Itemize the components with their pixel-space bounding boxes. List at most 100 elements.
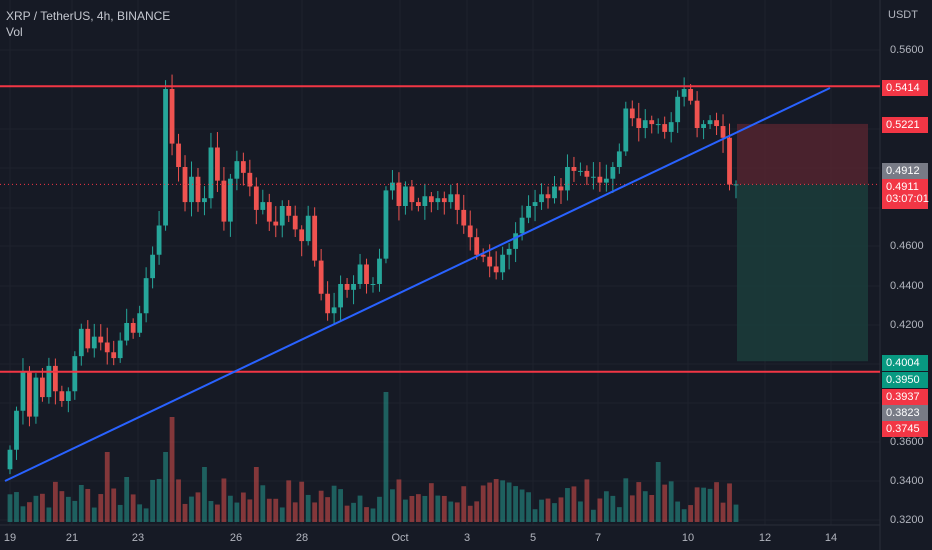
candle-body [597,176,603,183]
volume-bar [85,488,91,522]
candle-body [513,233,519,249]
candle-body [59,391,65,401]
candle-body [344,284,350,290]
volume-bar [415,494,421,522]
price-label-value: 0.5414 [886,82,920,94]
candle-body [189,176,194,203]
volume-bar [435,495,441,522]
candle-body [480,254,486,257]
candle-body [422,196,428,206]
price-label: 0.3950 [882,372,928,388]
candle-body [467,225,473,238]
candle-body [91,336,97,349]
volume-bar [493,479,499,522]
volume-bar [137,504,143,522]
volume-bar [266,498,272,522]
price-label: 0.5414 [882,80,928,96]
volume-bar [403,499,408,522]
x-axis-tick: 12 [758,532,772,544]
volume-bar [532,509,538,522]
candle-body [435,198,441,203]
volume-bar [603,491,609,522]
candle-body [266,202,272,222]
candle-body [539,194,544,203]
price-label: 0.3823 [882,405,928,421]
price-label-value: 0.3745 [886,423,920,435]
volume-bar [357,495,363,522]
candle-body [616,151,622,167]
candle-body [111,352,117,359]
volume-bar [78,484,84,522]
volume-bar [318,490,324,522]
volume-bar [584,479,590,522]
candle-body [701,124,706,128]
volume-bar [65,496,71,522]
stop-loss-zone [737,123,868,185]
volume-bar [33,495,39,522]
volume-bar [351,502,356,522]
candle-body [584,170,590,177]
volume-bar [545,498,551,522]
candle-body [338,284,343,308]
candle-body [318,260,324,294]
price-label: 0.4911 03:07:01 [882,179,929,209]
volume-bar [215,504,220,522]
candle-body [552,186,557,199]
volume-bar [383,392,389,522]
x-axis-tick: Oct [391,532,409,544]
volume-bar [273,498,279,522]
candle-body [117,340,123,359]
volume-bar [98,494,104,522]
volume-bar [227,495,233,522]
price-label: 0.3745 [882,421,928,437]
x-axis-tick: 26 [229,532,243,544]
candle-body [273,221,279,226]
volume-bar [150,479,156,522]
candle-body [636,118,642,128]
candle-body [7,449,13,470]
symbol-title[interactable]: XRP / TetherUS, 4h, BINANCE [6,9,171,23]
volume-bar [513,486,519,522]
volume-indicator-label[interactable]: Vol [6,25,23,39]
candle-body [78,328,84,357]
volume-bar [46,507,52,522]
candle-body [649,120,655,125]
candle-body [143,278,149,314]
candle-body [655,124,661,126]
y-axis-tick: 0.3200 [890,514,924,526]
candle-body [526,206,531,218]
volume-bar [636,482,642,522]
volume-bar [208,501,214,522]
volume-bar [409,495,415,522]
volume-bar [526,492,531,522]
volume-bar [662,484,668,522]
volume-bar [578,501,583,522]
volume-bar [91,507,97,522]
volume-bar [52,481,58,522]
candle-body [176,143,181,167]
candle-body [104,342,110,353]
volume-bar [688,505,694,522]
candle-body [390,182,395,191]
volume-bar [506,482,512,522]
volume-bar [124,477,130,522]
volume-bar [441,495,447,522]
candle-body [396,182,402,206]
price-label-value: 0.4004 [886,357,920,369]
volume-bar [694,487,700,522]
candle-body [694,100,700,128]
volume-bar [655,462,661,522]
volume-bar [519,489,525,522]
volume-bar [487,482,493,522]
candle-body [377,258,382,284]
candle-body [415,202,421,206]
volume-bar [20,506,26,522]
x-axis-tick: 19 [3,532,17,544]
volume-bar [338,489,343,522]
candle-body [603,178,609,183]
volume-bar [117,504,123,522]
volume-bar [312,502,318,522]
candle-body [150,254,156,279]
volume-bar [253,467,259,522]
